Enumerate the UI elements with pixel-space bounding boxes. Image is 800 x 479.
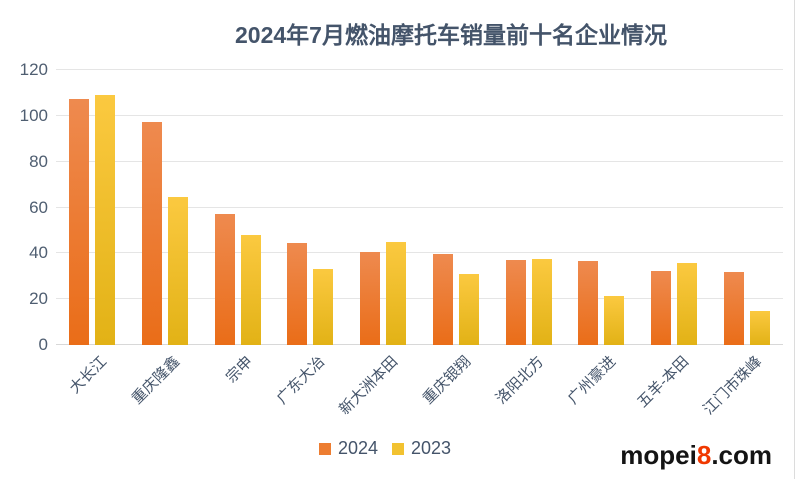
legend-label: 2023 (411, 438, 452, 458)
bar-2023-宗申 (240, 235, 261, 345)
bar-2024-五羊-本田 (650, 270, 671, 345)
bar-2024-大长江 (69, 98, 90, 345)
gridline-20 (56, 298, 783, 300)
bar-group-重庆银翔 (420, 70, 493, 345)
gridline-100 (56, 114, 783, 116)
bar-2024-江门市珠峰 (723, 271, 744, 345)
x-axis-label: 广州豪进 (564, 353, 620, 408)
x-axis-label: 大长江 (66, 353, 111, 397)
y-axis-tick-labels: 0 20 40 60 80 100 120 (0, 60, 48, 354)
bar-2024-广东大冶 (287, 243, 308, 345)
bar-2024-重庆隆鑫 (142, 121, 163, 345)
gridline-60 (56, 206, 783, 208)
bar-2023-洛阳北方 (531, 259, 552, 345)
legend-swatch-icon (318, 442, 331, 455)
x-axis-label: 五羊-本田 (634, 353, 693, 412)
bar-groups (56, 70, 783, 345)
legend-swatch-icon (392, 442, 404, 455)
bar-2024-新大洲本田 (360, 252, 381, 345)
plot-area (56, 69, 783, 345)
watermark-prefix: mopei (620, 440, 697, 470)
chart-title: 2024年7月燃油摩托车销量前十名企业情况 (235, 22, 667, 48)
y-tick-20: 20 (29, 289, 48, 309)
y-tick-100: 100 (19, 105, 48, 125)
bar-2023-江门市珠峰 (749, 310, 770, 345)
gridline-0 (56, 344, 783, 345)
bar-group-大长江 (56, 70, 129, 345)
bar-group-江门市珠峰 (710, 70, 783, 345)
bar-2024-广州豪进 (578, 261, 599, 345)
y-tick-80: 80 (29, 151, 48, 171)
legend-item-2024: 2024 (318, 438, 378, 459)
x-axis-label: 新大洲本田 (336, 353, 402, 419)
gridline-80 (56, 160, 783, 162)
bar-group-宗申 (201, 70, 274, 345)
x-axis-label: 江门市珠峰 (699, 353, 765, 419)
gridline-40 (56, 252, 783, 254)
legend-label: 2024 (337, 438, 378, 458)
bar-2023-重庆银翔 (458, 273, 479, 345)
y-tick-0: 0 (38, 335, 48, 354)
x-axis-label: 重庆隆鑫 (128, 353, 184, 408)
bar-2024-宗申 (214, 214, 235, 345)
bar-2023-广州豪进 (604, 295, 625, 345)
legend-item-2023: 2023 (392, 438, 451, 459)
bar-2023-五羊-本田 (676, 262, 697, 345)
watermark-highlight: 8 (696, 440, 712, 470)
bar-2023-重庆隆鑫 (168, 197, 189, 345)
x-axis-label: 洛阳北方 (492, 353, 547, 408)
bar-2023-大长江 (95, 95, 116, 345)
x-axis-label: 宗申 (222, 353, 256, 387)
bar-2024-洛阳北方 (505, 260, 526, 345)
y-tick-40: 40 (29, 243, 48, 263)
bar-group-广东大冶 (274, 70, 347, 345)
watermark: mopei8.com (620, 440, 772, 471)
bar-group-洛阳北方 (492, 70, 565, 345)
watermark-suffix: .com (711, 440, 772, 470)
bar-group-五羊-本田 (638, 70, 711, 345)
chart-right-border (794, 0, 795, 479)
y-tick-120: 120 (19, 60, 48, 79)
bar-2023-新大洲本田 (386, 241, 407, 345)
gridline-120 (56, 69, 783, 70)
x-axis-label: 广东大冶 (274, 353, 329, 408)
bar-group-广州豪进 (565, 70, 638, 345)
y-tick-60: 60 (29, 197, 48, 217)
x-axis-label: 重庆银翔 (419, 353, 474, 408)
bar-group-新大洲本田 (347, 70, 420, 345)
bar-2023-广东大冶 (313, 269, 334, 345)
bar-group-重庆隆鑫 (129, 70, 202, 345)
bar-2024-重庆银翔 (432, 254, 453, 345)
legend: 2024 2023 (0, 438, 770, 459)
